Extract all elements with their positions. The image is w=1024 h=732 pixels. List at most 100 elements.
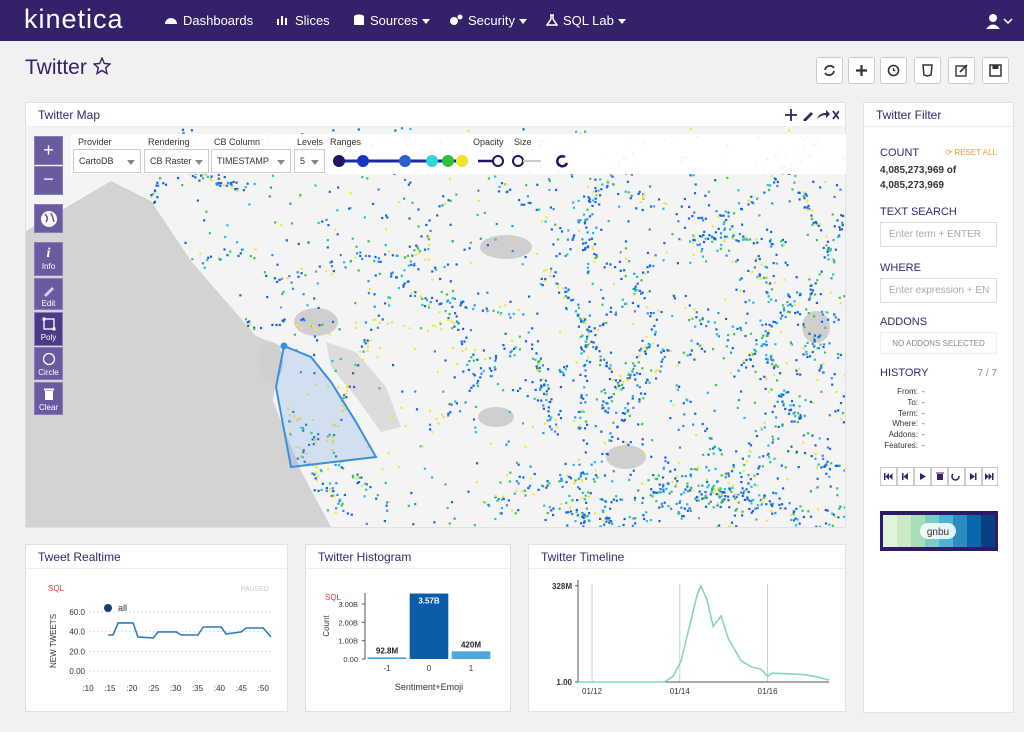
density-dot <box>693 235 696 238</box>
density-dot <box>820 270 823 273</box>
nav-item[interactable]: Security <box>449 13 527 28</box>
density-dot <box>792 513 795 516</box>
urban-area <box>606 445 646 469</box>
density-dot <box>838 464 841 467</box>
density-dot <box>556 282 559 286</box>
density-dot <box>560 477 563 480</box>
range-sliders[interactable] <box>331 152 571 172</box>
icon <box>40 211 57 227</box>
tool-button[interactable]: Circle <box>34 347 63 380</box>
density-dot <box>470 386 473 389</box>
density-dot <box>539 283 542 286</box>
tool-button[interactable]: Edit <box>34 278 63 310</box>
density-dot <box>442 390 445 393</box>
reset-all[interactable]: ⟳ RESET ALL <box>945 148 997 157</box>
density-dot <box>633 373 636 376</box>
density-dot <box>587 491 590 494</box>
save-button[interactable] <box>982 57 1009 84</box>
density-dot <box>807 204 810 207</box>
density-dot <box>537 363 541 366</box>
density-dot <box>434 325 437 328</box>
add-button[interactable] <box>848 57 875 84</box>
density-dot <box>577 219 580 222</box>
density-dot <box>271 323 274 326</box>
density-dot <box>742 361 745 364</box>
select[interactable]: CartoDB <box>73 149 141 173</box>
density-dot <box>607 181 610 184</box>
density-dot <box>518 475 521 478</box>
density-dot <box>688 304 691 307</box>
density-dot <box>602 322 605 325</box>
nav-item[interactable]: Sources <box>353 13 430 28</box>
color-scale[interactable]: gnbu <box>880 511 998 551</box>
density-dot <box>454 400 457 403</box>
density-dot <box>759 319 762 322</box>
where-input[interactable]: Enter expression + EN <box>880 278 997 303</box>
density-dot <box>830 277 833 280</box>
density-dot <box>641 197 644 200</box>
tool-button[interactable]: Clear <box>34 382 63 415</box>
zoom-in[interactable]: + <box>34 136 63 165</box>
density-dot <box>602 519 605 522</box>
select[interactable]: CB Raster <box>144 149 209 173</box>
zoom-out[interactable]: − <box>34 166 63 195</box>
addons-box[interactable]: NO ADDONS SELECTED <box>880 332 997 354</box>
map[interactable] <box>26 127 845 527</box>
density-dot <box>594 178 597 181</box>
star[interactable] <box>92 56 112 75</box>
density-dot <box>763 421 766 425</box>
density-dot <box>722 357 725 360</box>
density-dot <box>449 411 452 414</box>
density-dot <box>715 493 718 496</box>
density-dot <box>703 350 706 353</box>
tool-button[interactable]: Poly <box>34 312 63 346</box>
history-controls[interactable] <box>880 467 998 487</box>
tool-button[interactable]: i Info <box>34 242 63 276</box>
text-search-input[interactable]: Enter term + ENTER <box>880 222 997 247</box>
density-dot <box>546 384 549 387</box>
density-dot <box>676 480 679 483</box>
density-dot <box>564 462 567 465</box>
density-dot <box>205 210 208 213</box>
density-dot <box>548 425 551 428</box>
density-dot <box>579 424 582 427</box>
density-dot <box>713 445 716 448</box>
basemap-button[interactable] <box>34 204 63 233</box>
density-dot <box>344 266 347 269</box>
density-dot <box>521 263 524 266</box>
user-menu[interactable] <box>986 13 1014 34</box>
density-dot <box>584 345 587 348</box>
density-dot <box>381 318 384 321</box>
control-label: Rendering <box>148 137 190 147</box>
density-dot <box>590 463 593 466</box>
density-dot <box>349 260 352 263</box>
edit-button[interactable] <box>948 57 975 84</box>
density-dot <box>768 500 771 503</box>
density-dot <box>296 323 299 327</box>
css-button[interactable] <box>914 57 941 84</box>
density-dot <box>587 330 590 333</box>
density-dot <box>584 248 587 251</box>
select[interactable]: TIMESTAMP <box>211 149 291 173</box>
refresh-button[interactable] <box>816 57 843 84</box>
density-dot <box>826 438 829 441</box>
density-dot <box>374 274 377 277</box>
history-button[interactable] <box>880 57 907 84</box>
nav-item[interactable]: Dashboards <box>164 13 253 28</box>
density-dot <box>773 365 776 368</box>
density-dot <box>773 281 777 284</box>
brand[interactable]: kinetica <box>24 4 124 34</box>
density-dot <box>524 256 527 259</box>
tool-label: Edit <box>41 299 56 308</box>
density-dot <box>581 409 584 412</box>
density-dot <box>605 313 608 316</box>
panel-actions[interactable] <box>785 109 839 121</box>
density-dot <box>385 504 388 507</box>
nav-item[interactable]: SQL Lab <box>545 13 626 28</box>
density-dot <box>612 183 615 186</box>
select[interactable]: 5 <box>294 149 325 173</box>
density-dot <box>414 291 417 294</box>
nav-item[interactable]: Slices <box>276 13 330 28</box>
density-dot <box>823 351 827 354</box>
density-dot <box>464 401 467 404</box>
